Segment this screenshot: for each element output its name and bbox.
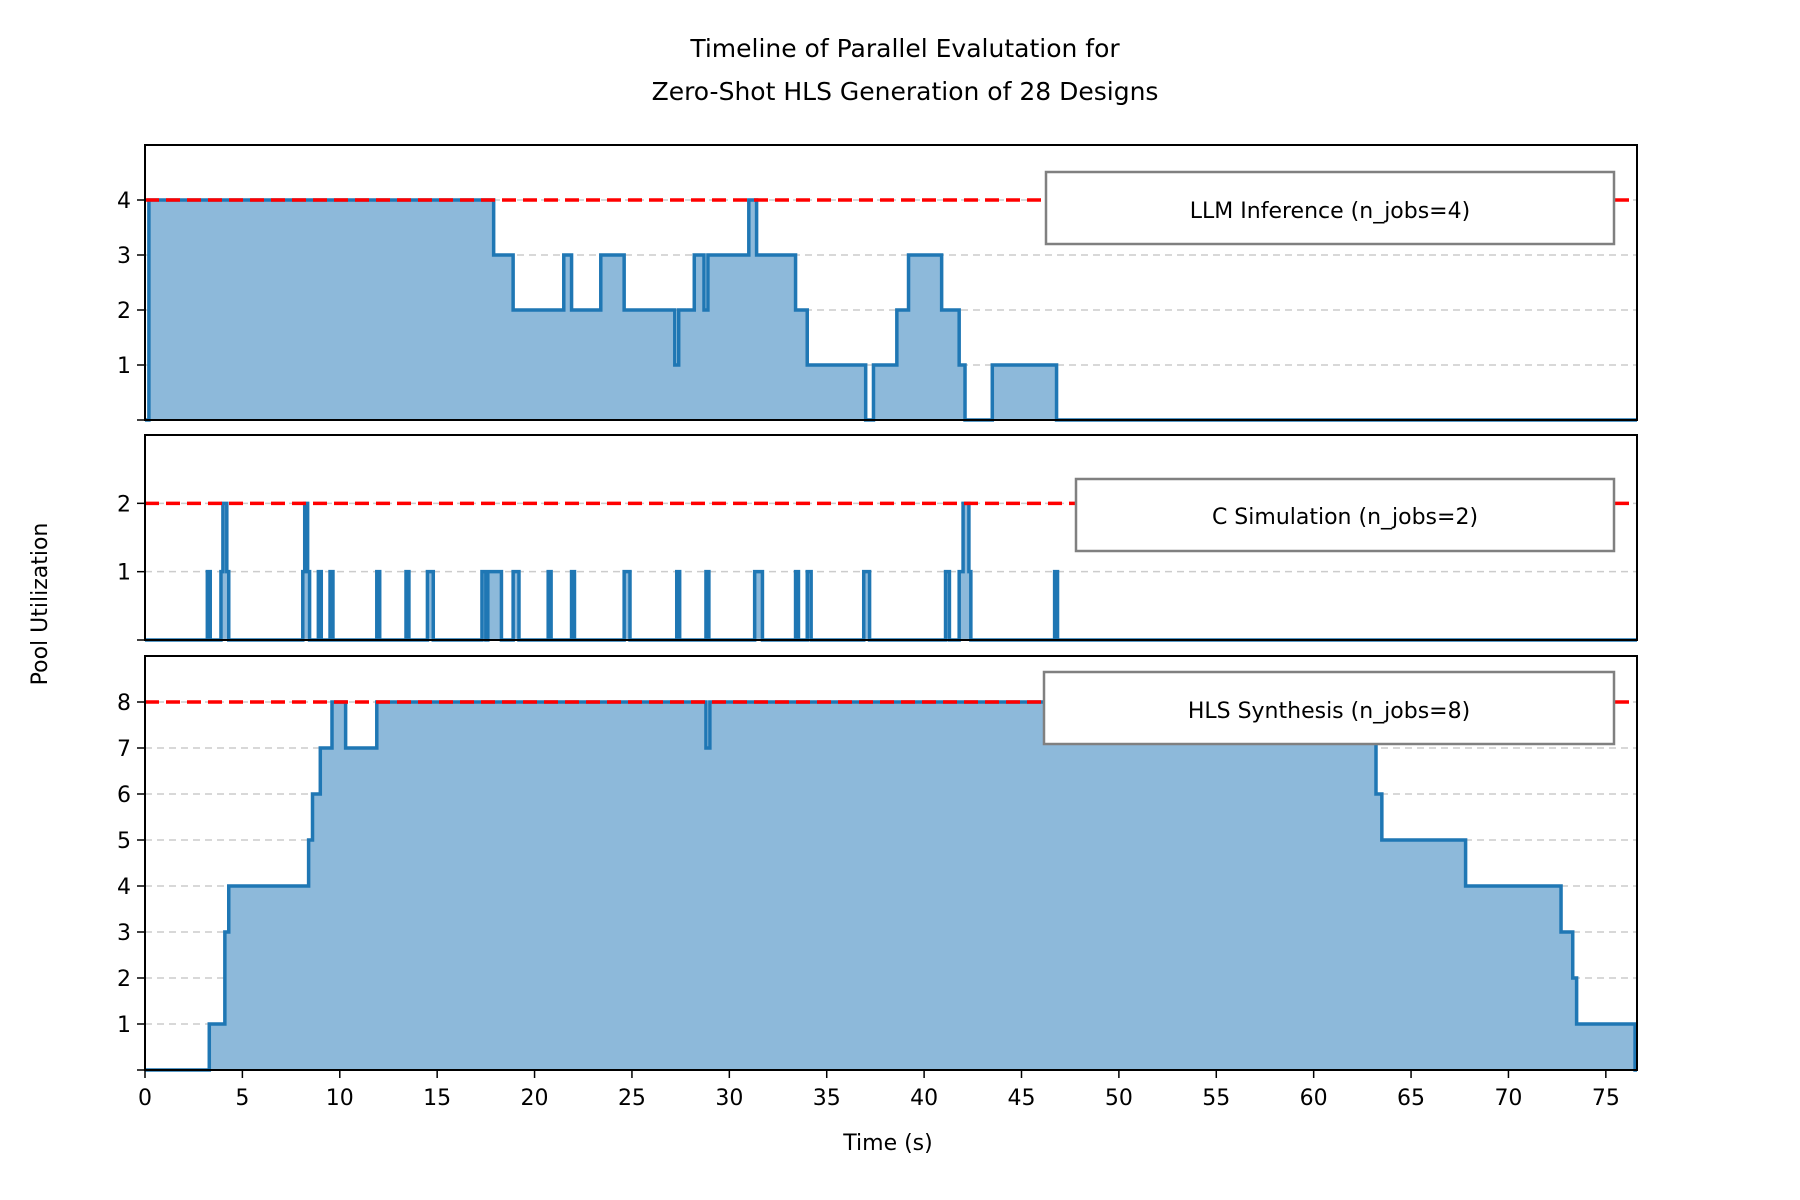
y-tick-label: 1 — [117, 561, 131, 586]
y-tick-label: 2 — [117, 492, 131, 517]
legend-label: C Simulation (n_jobs=2) — [1212, 505, 1478, 530]
legend: C Simulation (n_jobs=2) — [1074, 477, 1616, 553]
legend: LLM Inference (n_jobs=4) — [1044, 170, 1616, 246]
y-tick-label: 2 — [117, 299, 131, 324]
utilization-line — [145, 700, 1637, 1072]
utilization-area — [145, 702, 1637, 1070]
y-tick-label: 4 — [117, 875, 131, 900]
x-tick-label: 75 — [1592, 1086, 1620, 1111]
x-tick-label: 25 — [618, 1086, 646, 1111]
legend-label: LLM Inference (n_jobs=4) — [1190, 199, 1470, 224]
x-tick-label: 45 — [1008, 1086, 1036, 1111]
x-tick-label: 10 — [326, 1086, 354, 1111]
x-axis-label: Time (s) — [842, 1131, 932, 1156]
x-tick-label: 0 — [138, 1086, 152, 1111]
x-tick-label: 55 — [1202, 1086, 1230, 1111]
x-tick-label: 60 — [1300, 1086, 1328, 1111]
y-axis-label: Pool Utilization — [28, 523, 53, 686]
y-tick-label: 5 — [117, 829, 131, 854]
legend: HLS Synthesis (n_jobs=8) — [1042, 670, 1616, 746]
utilization-area — [145, 200, 1637, 420]
panel-frame — [144, 655, 1638, 1071]
x-axis: 0 5 10 15 20 25 30 35 40 45 50 55 60 65 70 75 — [138, 1070, 1620, 1111]
panel-frame — [144, 434, 1638, 641]
legend-box — [1044, 170, 1616, 246]
legend-box — [1074, 477, 1616, 553]
x-tick-label: 20 — [521, 1086, 549, 1111]
x-tick-label: 35 — [813, 1086, 841, 1111]
y-tick-label: 3 — [117, 921, 131, 946]
x-tick-label: 50 — [1105, 1086, 1133, 1111]
utilization-line — [145, 198, 1637, 422]
y-tick-label: 8 — [117, 691, 131, 716]
x-tick-label: 40 — [910, 1086, 938, 1111]
chart-title-line-2: Zero-Shot HLS Generation of 28 Designs — [652, 77, 1159, 106]
panel-hls-synthesis: 1 2 3 4 5 6 7 8 HLS Synthesis (n_jobs=8) — [117, 655, 1638, 1072]
legend-box — [1042, 670, 1616, 746]
legend-label: HLS Synthesis (n_jobs=8) — [1188, 699, 1470, 724]
y-tick-label: 4 — [117, 189, 131, 214]
panels: 1 2 3 4 LLM Inference (n_jobs=4) 1 2 C Simulati… — [117, 144, 1638, 1072]
y-tick-label: 3 — [117, 244, 131, 269]
y-tick-label: 7 — [117, 737, 131, 762]
x-tick-label: 30 — [715, 1086, 743, 1111]
x-tick-label: 15 — [423, 1086, 451, 1111]
panel-frame — [144, 144, 1638, 421]
panel-c-simulation: 1 2 C Simulation (n_jobs=2) — [117, 434, 1638, 642]
x-tick-label: 65 — [1397, 1086, 1425, 1111]
y-tick-label: 6 — [117, 783, 131, 808]
y-tick-label: 2 — [117, 967, 131, 992]
chart-title-line-1: Timeline of Parallel Evalutation for — [689, 34, 1120, 63]
x-tick-label: 70 — [1494, 1086, 1522, 1111]
x-tick-label: 5 — [235, 1086, 249, 1111]
y-tick-label: 1 — [117, 1013, 131, 1038]
y-tick-label: 1 — [117, 354, 131, 379]
panel-llm-inference: 1 2 3 4 LLM Inference (n_jobs=4) — [117, 144, 1638, 422]
